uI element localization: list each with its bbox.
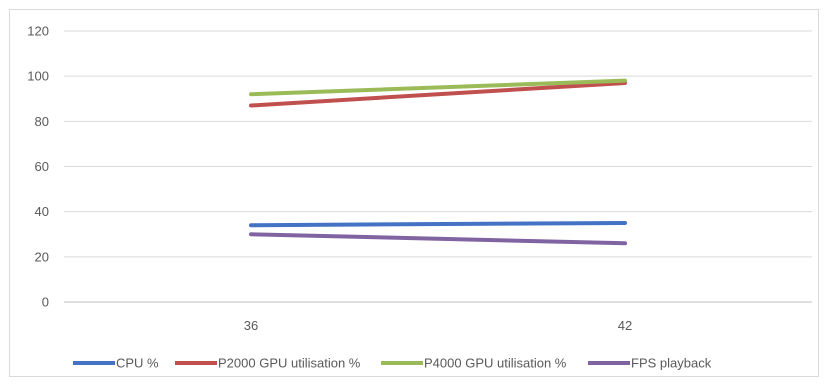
series-line-3	[249, 78, 627, 97]
legend: CPU % P2000 GPU utilisation % P4000 GPU ut…	[73, 356, 712, 371]
x-tick-label: 36	[244, 318, 258, 333]
x-axis-ticks: 36 42	[244, 318, 632, 333]
legend-label: P4000 GPU utilisation %	[424, 356, 567, 371]
y-tick-label: 100	[27, 69, 49, 84]
series-line-2	[249, 80, 627, 108]
y-tick-label: 40	[35, 204, 49, 219]
legend-label: FPS playback	[631, 356, 712, 371]
legend-label: P2000 GPU utilisation %	[218, 356, 361, 371]
y-tick-label: 120	[27, 24, 49, 39]
series-line-4	[249, 232, 627, 246]
series-line-1	[249, 220, 627, 228]
chart-frame	[9, 9, 819, 377]
legend-label: CPU %	[116, 356, 159, 371]
y-tick-label: 0	[42, 295, 49, 310]
gridlines	[64, 30, 812, 303]
y-tick-label: 80	[35, 114, 49, 129]
y-tick-label: 60	[35, 159, 49, 174]
x-tick-label: 42	[618, 318, 632, 333]
series-lines	[249, 78, 627, 246]
y-axis-ticks: 0 20 40 60 80 100 120	[27, 24, 49, 310]
y-tick-label: 20	[35, 249, 49, 264]
